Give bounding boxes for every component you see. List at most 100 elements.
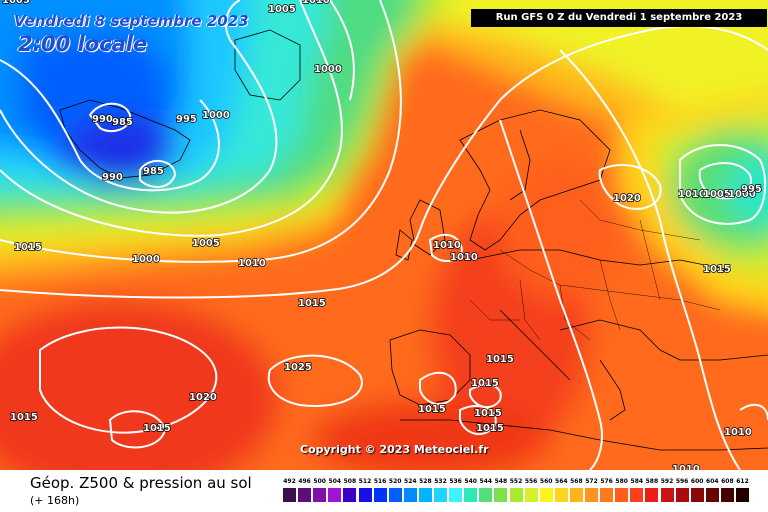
legend-value-label: 504: [328, 478, 342, 485]
isobar-label: 1015: [10, 412, 38, 423]
isobar-label: 1015: [471, 378, 499, 389]
weather-map: 1005 1010 1000 990 985 995 1000 990 985 …: [0, 0, 768, 470]
legend-value-label: 500: [313, 478, 326, 485]
legend-value-label: 560: [539, 478, 553, 485]
legend-swatch: [736, 488, 749, 502]
legend-value-label: 572: [585, 478, 598, 485]
legend-swatch: [585, 488, 598, 502]
legend-swatch: [418, 488, 432, 502]
borders: [469, 199, 721, 341]
map-footer: Géop. Z500 & pression au sol (+ 168h) 49…: [0, 470, 768, 512]
legend-value-label: 580: [615, 478, 628, 485]
isobar-label: 1020: [189, 392, 217, 403]
legend-swatch: [328, 488, 342, 502]
isobar-label: 1015: [418, 404, 446, 415]
isobar-label: 1010: [678, 189, 706, 200]
legend-value-label: 584: [630, 478, 644, 485]
local-time-title: 2:00 locale: [18, 32, 148, 56]
isobar-label: 995: [176, 114, 197, 125]
legend-value-label: 536: [449, 478, 462, 485]
isobar-label: 1015: [486, 354, 514, 365]
isobar-label: 1010: [450, 252, 478, 263]
copyright-notice: Copyright © 2023 Meteociel.fr: [300, 443, 489, 456]
isobar-label: 1010: [724, 427, 752, 438]
isobar-label: 995: [741, 184, 762, 195]
legend-value-label: 552: [509, 478, 523, 485]
legend-value-label: 528: [419, 478, 432, 485]
legend-value-label: 596: [675, 478, 689, 485]
legend-value-label: 524: [404, 478, 417, 485]
isobar-label: 1015: [474, 408, 502, 419]
legend-value-label: 612: [736, 478, 749, 485]
legend-swatch: [313, 488, 327, 502]
isobar-label: 1005: [192, 238, 220, 249]
valid-date-title: Vendredi 8 septembre 2023: [14, 12, 249, 30]
isobar-label: 1015: [14, 242, 42, 253]
legend-value-label: 548: [494, 478, 508, 485]
isobar-label: 1015: [143, 423, 171, 434]
isobar-labels: 1005 1010 1000 990 985 995 1000 990 985 …: [1, 0, 762, 470]
legend-swatch: [298, 488, 312, 502]
isobar-label: 1015: [476, 423, 504, 434]
legend-value-label: 540: [464, 478, 477, 485]
legend-value-label: 544: [479, 478, 493, 485]
legend-value-label: 608: [721, 478, 734, 485]
legend-swatch: [660, 488, 674, 502]
isobar-label: 1005: [703, 189, 731, 200]
legend-swatch: [358, 488, 372, 502]
isobar-label: 1025: [284, 362, 312, 373]
legend-swatch: [705, 488, 719, 502]
isobar-label: 1000: [132, 254, 160, 265]
isobar-label: 1005: [2, 0, 30, 6]
legend-value-label: 600: [690, 478, 704, 485]
legend-swatch: [494, 488, 508, 502]
forecast-hour: (+ 168h): [30, 494, 80, 507]
isobar-label: 1000: [728, 189, 756, 200]
legend-value-label: 592: [660, 478, 674, 485]
legend-value-label: 564: [555, 478, 568, 485]
legend-swatch: [600, 488, 614, 502]
isobar-label: 1005: [268, 4, 296, 15]
legend-swatch: [434, 488, 447, 502]
legend-swatch: [283, 488, 296, 502]
legend-swatch: [449, 488, 463, 502]
legend-value-label: 588: [645, 478, 659, 485]
legend-value-label: 516: [373, 478, 387, 485]
legend-swatch: [615, 488, 629, 502]
isobar-label: 985: [143, 166, 164, 177]
isobar-label: 985: [112, 117, 133, 128]
legend-value-label: 492: [283, 478, 296, 485]
legend-value-label: 512: [358, 478, 372, 485]
legend-value-label: 496: [298, 478, 311, 485]
legend-value-label: 568: [570, 478, 583, 485]
legend-value-label: 508: [343, 478, 357, 485]
color-scale-legend: 492 496 500 504 508 512 516 520 524 528 532 536 540 5…: [283, 478, 751, 506]
isobar-label: 1000: [314, 64, 342, 75]
legend-swatch: [645, 488, 659, 502]
legend-swatch: [524, 488, 538, 502]
geopotential-map-canvas: 1005 1010 1000 990 985 995 1000 990 985 …: [0, 0, 768, 470]
legend-swatch: [720, 488, 734, 502]
isobar-label: 990: [102, 172, 123, 183]
legend-swatch: [479, 488, 493, 502]
isobar-label: 1010: [302, 0, 330, 6]
legend-swatch: [509, 488, 523, 502]
isobar-label: 1010: [238, 258, 266, 269]
product-title: Géop. Z500 & pression au sol: [30, 474, 252, 492]
isobar-label: 1015: [703, 264, 731, 275]
legend-swatch: [675, 488, 689, 502]
legend-swatch: [403, 488, 417, 502]
geopotential-field: [0, 0, 768, 470]
legend-value-label: 556: [524, 478, 538, 485]
legend-swatch: [569, 488, 583, 502]
legend-swatch: [690, 488, 704, 502]
legend-value-label: 532: [434, 478, 447, 485]
legend-swatch: [388, 488, 402, 502]
model-run-banner: Run GFS 0 Z du Vendredi 1 septembre 2023: [471, 9, 767, 27]
legend-value-label: 604: [706, 478, 719, 485]
isobars: [0, 0, 768, 470]
legend-swatch: [343, 488, 357, 502]
isobar-label: 1010: [672, 464, 700, 470]
legend-value-label: 576: [600, 478, 613, 485]
isobar-label: 1000: [202, 110, 230, 121]
